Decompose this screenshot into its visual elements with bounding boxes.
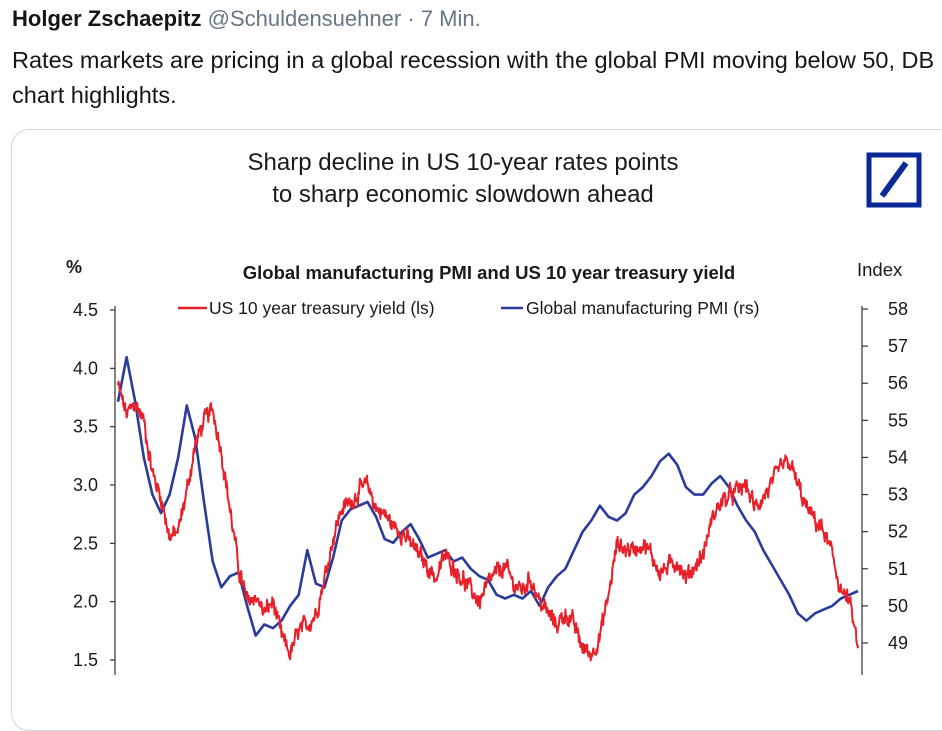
left-tick-label: 2.5 (73, 533, 98, 553)
author-name[interactable]: Holger Zschaepitz (12, 6, 202, 31)
right-tick-label: 52 (888, 522, 908, 542)
image-headline-line2: to sharp economic slowdown ahead (272, 181, 654, 208)
right-tick-label: 57 (888, 336, 908, 356)
chart-legend: US 10 year treasury yield (ls) Global ma… (178, 298, 759, 318)
header-separator: · (407, 6, 415, 31)
left-tick-label: 3.0 (73, 475, 98, 495)
db-chart: Sharp decline in US 10-year rates points… (66, 149, 922, 675)
author-handle[interactable]: @Schuldensuehner (207, 6, 402, 31)
right-tick-label: 49 (888, 633, 908, 653)
series-line-global-pmi (116, 355, 859, 637)
right-tick-label: 54 (888, 447, 908, 467)
left-tick-label: 1.5 (73, 650, 98, 670)
legend-label-pmi: Global manufacturing PMI (rs) (526, 298, 759, 318)
left-tick-label: 2.0 (73, 592, 98, 612)
tweet-timestamp[interactable]: 7 Min. (420, 6, 481, 31)
tweet-media-image[interactable]: Sharp decline in US 10-year rates points… (11, 129, 942, 731)
right-tick-label: 50 (888, 596, 908, 616)
left-tick-label: 3.5 (73, 417, 98, 437)
right-axis-label: Index (857, 259, 903, 280)
tweet-header: Holger Zschaepitz @Schuldensuehner · 7 M… (12, 4, 481, 34)
deutsche-bank-logo-icon (866, 152, 922, 208)
left-axis-label: % (66, 257, 82, 277)
series-line-us-10y-yield (117, 380, 859, 662)
right-tick-label: 53 (888, 485, 908, 505)
left-tick-label: 4.5 (73, 300, 98, 320)
right-tick-label: 58 (888, 299, 908, 319)
chart-title: Global manufacturing PMI and US 10 year … (243, 262, 735, 283)
tweet-text: Rates markets are pricing in a global re… (12, 47, 935, 108)
legend-label-treasury: US 10 year treasury yield (ls) (209, 298, 435, 318)
left-tick-label: 4.0 (73, 358, 98, 378)
right-tick-label: 56 (888, 373, 908, 393)
right-tick-label: 55 (888, 410, 908, 430)
right-tick-label: 51 (888, 559, 908, 579)
image-headline-line1: Sharp decline in US 10-year rates points (248, 149, 679, 176)
